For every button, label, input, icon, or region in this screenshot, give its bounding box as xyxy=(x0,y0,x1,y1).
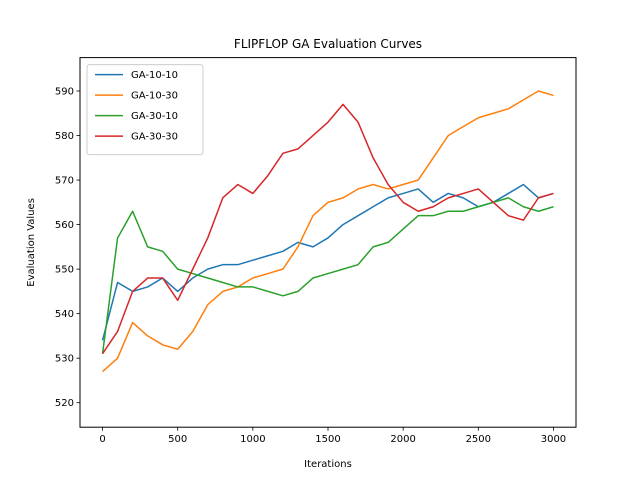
x-tick-label: 1500 xyxy=(315,434,340,445)
series-line-ga-30-30 xyxy=(101,103,554,355)
y-tick-label: 570 xyxy=(55,176,74,187)
x-axis-label: Iterations xyxy=(304,459,352,470)
y-tick-label: 590 xyxy=(55,86,74,97)
y-tick-label: 560 xyxy=(55,220,74,231)
series-line-ga-30-10 xyxy=(101,197,554,354)
x-tick-label: 1000 xyxy=(240,434,265,445)
y-axis-label: Evaluation Values xyxy=(26,198,37,287)
legend: GA-10-10 GA-10-30 GA-30-10 GA-30-30 xyxy=(86,64,204,156)
x-tick-label: 0 xyxy=(99,434,105,445)
x-tick-label: 2500 xyxy=(466,434,491,445)
y-tick-label: 580 xyxy=(55,131,74,142)
y-tick-label: 550 xyxy=(55,265,74,276)
chart-title: FLIPFLOP GA Evaluation Curves xyxy=(234,37,422,51)
x-tick-label: 500 xyxy=(168,434,187,445)
series-layer xyxy=(101,90,554,373)
x-axis: 0 500 1000 1500 2000 2500 3000 xyxy=(99,427,566,445)
y-tick-label: 540 xyxy=(55,309,74,320)
y-axis: 520 530 540 550 560 570 580 590 xyxy=(55,86,80,409)
y-tick-label: 520 xyxy=(55,398,74,409)
x-tick-label: 3000 xyxy=(541,434,566,445)
series-line-ga-10-30 xyxy=(102,90,554,373)
legend-label: GA-10-10 xyxy=(131,70,178,81)
y-tick-label: 530 xyxy=(55,354,74,365)
legend-label: GA-30-30 xyxy=(131,132,178,143)
legend-label: GA-30-10 xyxy=(131,111,178,122)
legend-label: GA-10-30 xyxy=(131,91,178,102)
x-tick-label: 2000 xyxy=(390,434,415,445)
legend-box xyxy=(86,64,204,156)
